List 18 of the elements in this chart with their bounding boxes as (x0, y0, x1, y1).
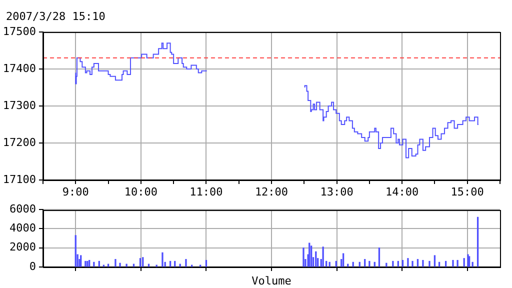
x-tick-label: 12:00 (254, 185, 288, 198)
x-tick-label: 11:00 (190, 185, 223, 198)
y-tick-label: 17400 (2, 62, 36, 75)
x-tick-label: 9:00 (62, 185, 89, 198)
y-tick-label: 6000 (10, 202, 36, 216)
x-tick-label: 13:00 (320, 185, 354, 198)
chart-subtitle: 2007/3/28 15:10 (6, 10, 106, 23)
y-tick-label: 0 (29, 260, 36, 273)
y-tick-label: 4000 (10, 222, 36, 235)
x-axis-title: Volume (252, 274, 292, 288)
x-tick-label: 14:00 (386, 185, 419, 198)
x-tick-label: 15:00 (450, 185, 484, 198)
y-tick-label: 17200 (2, 136, 36, 149)
y-tick-label: 17100 (2, 172, 36, 186)
y-tick-label: 17300 (2, 98, 36, 112)
x-tick-label: 10:00 (124, 185, 158, 198)
y-tick-label: 17500 (2, 24, 36, 38)
y-tick-label: 2000 (10, 240, 36, 254)
